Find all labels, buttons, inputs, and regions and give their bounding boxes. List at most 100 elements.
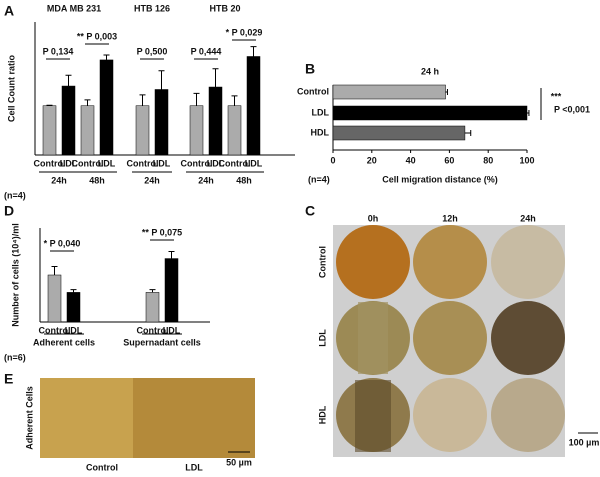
error-bar	[51, 266, 58, 275]
error-bar	[231, 95, 238, 106]
x-tick-label: 0	[330, 155, 335, 165]
bar	[164, 258, 179, 323]
error-bar	[84, 99, 91, 106]
legend-label: Control	[34, 158, 66, 168]
bar	[42, 105, 57, 156]
column-label: 24h	[520, 213, 536, 223]
micrograph-grid	[333, 225, 598, 457]
image-label: LDL	[185, 462, 203, 472]
bar	[332, 105, 528, 121]
annotation: ** P 0,003	[77, 31, 117, 41]
legend-label: Control	[181, 158, 213, 168]
x-tick-label: 60	[444, 155, 454, 165]
error-bar	[445, 89, 448, 95]
legend-label: Control	[127, 158, 159, 168]
legend-label: LDL	[65, 325, 83, 335]
legend-label: LDL	[153, 158, 171, 168]
category-label: Control	[297, 86, 329, 96]
category-label: 24h	[144, 175, 160, 185]
category-label: 48h	[236, 175, 252, 185]
bar	[99, 59, 114, 156]
category-label: Adherent cells	[33, 337, 95, 347]
y-axis-label: Number of cells (10⁴)/ml	[10, 223, 20, 326]
error-bar	[139, 94, 146, 106]
error-bar	[103, 54, 110, 60]
legend-label: Control	[219, 158, 251, 168]
group-title: MDA MB 231	[47, 3, 101, 13]
annotation: P 0,500	[137, 46, 168, 56]
bar	[145, 292, 160, 323]
panel-letter: C	[305, 203, 315, 219]
bar	[227, 105, 242, 156]
error-bar	[527, 110, 530, 116]
y-axis-label: Cell Count ratio	[6, 54, 16, 122]
error-bar	[70, 289, 77, 293]
error-bar	[212, 68, 219, 88]
category-label: 48h	[89, 175, 105, 185]
column-label: 12h	[442, 213, 458, 223]
x-tick-label: 100	[519, 155, 534, 165]
error-bar	[193, 92, 200, 106]
bar	[80, 105, 95, 156]
error-bar	[158, 70, 165, 90]
panel-letter: A	[4, 3, 14, 19]
legend-label: LDL	[163, 325, 181, 335]
bar	[61, 85, 76, 156]
row-label: Control	[317, 246, 327, 278]
annotation: P 0,134	[43, 46, 74, 56]
annotation: P <0,001	[554, 104, 590, 114]
x-axis-label: Cell migration distance (%)	[382, 174, 498, 184]
note: (n=6)	[4, 352, 26, 362]
category-label: 24h	[198, 175, 214, 185]
legend-label: LDL	[207, 158, 225, 168]
bar	[332, 125, 466, 141]
group-title: HTB 126	[134, 3, 170, 13]
adherent-images	[40, 378, 255, 458]
note: (n=4)	[308, 174, 330, 184]
bar	[47, 274, 62, 323]
scale-label: 100 µm	[569, 437, 600, 447]
annotation: * P 0,029	[226, 27, 263, 37]
scale-label: 50 µm	[226, 457, 252, 467]
image-label: Control	[86, 462, 118, 472]
column-label: 0h	[368, 213, 379, 223]
bar	[189, 105, 204, 156]
category-label: 24h	[51, 175, 67, 185]
group-title: HTB 20	[209, 3, 240, 13]
annotation: * P 0,040	[44, 238, 81, 248]
bar	[332, 84, 446, 100]
x-tick-label: 20	[367, 155, 377, 165]
legend-label: Control	[39, 325, 71, 335]
error-bar	[149, 289, 156, 293]
row-label: HDL	[317, 405, 327, 424]
bar	[135, 105, 150, 156]
annotation: ** P 0,075	[142, 227, 182, 237]
x-tick-label: 40	[406, 155, 416, 165]
row-label: LDL	[317, 329, 327, 347]
annotation: P 0,444	[191, 46, 222, 56]
bar	[66, 292, 81, 323]
error-bar	[250, 46, 257, 57]
annotation: ***	[551, 91, 562, 101]
error-bar	[464, 130, 472, 136]
panel-letter: D	[4, 203, 14, 219]
chart-title: 24 h	[421, 66, 439, 76]
category-label: HDL	[311, 127, 330, 137]
legend-label: LDL	[98, 158, 116, 168]
bar	[208, 86, 223, 156]
side-label: Adherent Cells	[24, 386, 34, 450]
legend-label: LDL	[60, 158, 78, 168]
error-bar	[168, 251, 175, 259]
note: (n=4)	[4, 190, 26, 200]
bar	[154, 89, 169, 156]
error-bar	[65, 74, 72, 87]
legend-label: Control	[137, 325, 169, 335]
bar	[246, 56, 261, 156]
x-tick-label: 80	[483, 155, 493, 165]
panel-letter: E	[4, 371, 13, 387]
panel-letter: B	[305, 61, 315, 77]
legend-label: LDL	[245, 158, 263, 168]
legend-label: Control	[72, 158, 104, 168]
category-label: LDL	[312, 107, 330, 117]
